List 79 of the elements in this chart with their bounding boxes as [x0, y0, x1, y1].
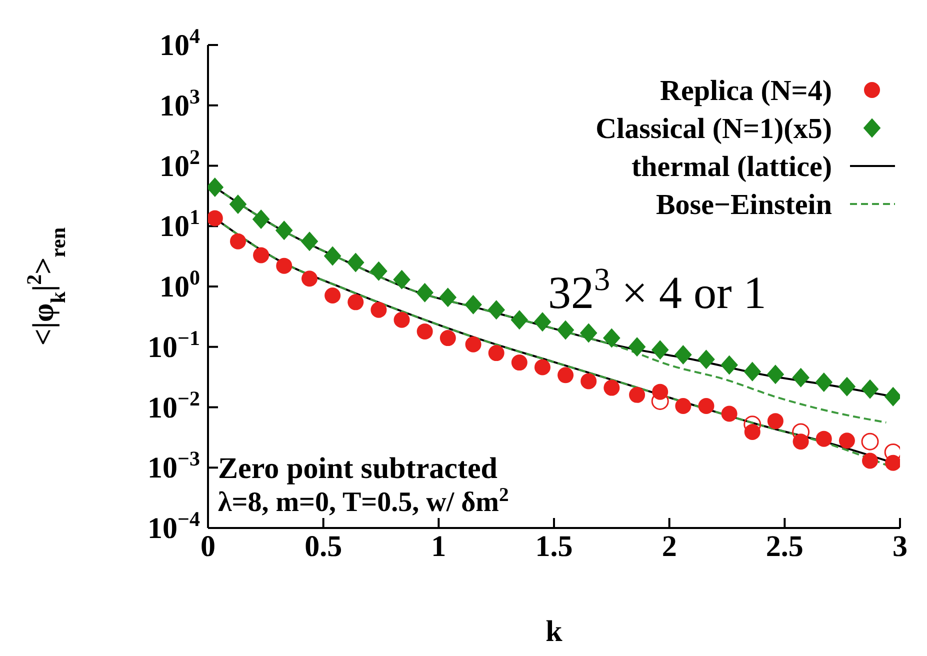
point: [276, 220, 293, 240]
y-tick-label: 10$^{4}$: [160, 24, 200, 62]
point: [465, 336, 482, 352]
y-tick-label: 10$^{−3}$: [148, 446, 200, 485]
point: [862, 452, 878, 469]
point: [416, 323, 433, 340]
point: [792, 368, 810, 388]
y-tick-label: 10$^{3}$: [160, 84, 200, 122]
point: [488, 300, 505, 320]
point: [301, 270, 318, 287]
x-tick-label: 2: [662, 530, 677, 563]
point: [603, 328, 620, 348]
point: [300, 232, 318, 251]
x-tick-label: 1.5: [535, 530, 573, 563]
point: [230, 233, 246, 250]
point: [675, 398, 692, 414]
x-tick-label: 0: [200, 530, 216, 563]
x-axis-title: k: [546, 615, 563, 648]
y-tick-label: 10$^{−1}$: [148, 326, 200, 364]
legend-label: Bose−Einstein: [656, 189, 832, 221]
y-tick-label: 10$^{1}$: [160, 205, 200, 244]
point: [838, 432, 855, 449]
point: [698, 350, 715, 369]
point: [370, 302, 387, 318]
point: [629, 386, 646, 403]
legend-label: Replica (N=4): [660, 75, 832, 107]
point: [324, 246, 342, 266]
point: [534, 312, 551, 332]
point: [488, 345, 504, 362]
point: [558, 367, 574, 384]
annotation: 32$^{3}$ × 4 or 1: [548, 261, 766, 318]
point: [208, 210, 223, 226]
point: [393, 270, 410, 290]
point: [510, 310, 528, 330]
point: [744, 362, 761, 382]
point: [394, 312, 410, 328]
point: [652, 340, 669, 360]
point: [324, 287, 341, 304]
point: [604, 380, 620, 396]
point: [698, 398, 714, 414]
point: [815, 372, 832, 392]
point: [511, 354, 528, 371]
point: [861, 432, 879, 450]
point: [439, 288, 456, 307]
point: [816, 430, 832, 447]
point: [580, 323, 598, 342]
x-tick-label: 0.5: [304, 530, 342, 563]
point: [534, 359, 550, 376]
point: [347, 252, 364, 272]
y-tick-label: 10$^{0}$: [160, 266, 200, 304]
point: [416, 283, 434, 302]
point: [580, 373, 597, 390]
point: [721, 406, 738, 422]
point: [253, 247, 270, 264]
point: [766, 364, 784, 384]
point: [440, 330, 456, 346]
y-tick-label: 10$^{2}$: [160, 144, 200, 183]
point: [628, 337, 646, 356]
point: [276, 258, 292, 274]
point: [252, 210, 270, 229]
point: [674, 345, 692, 364]
point: [370, 262, 388, 281]
x-tick-label: 3: [892, 530, 908, 563]
legend-label: Classical (N=1)(x5): [596, 113, 832, 145]
point: [862, 380, 879, 399]
point: [838, 377, 856, 396]
point: [720, 356, 738, 375]
y-tick-label: 10$^{−4}$: [148, 507, 200, 545]
point: [767, 413, 784, 430]
point: [557, 320, 574, 340]
annotation: λ=8, m=0, T=0.5, w/ δm$^{2}$: [218, 484, 509, 518]
point: [464, 295, 482, 314]
point: [229, 194, 246, 214]
x-tick-label: 1: [431, 530, 446, 563]
annotation: Zero point subtracted: [218, 452, 498, 485]
point: [348, 294, 364, 310]
legend-label: thermal (lattice): [632, 151, 832, 183]
y-tick-label: 10$^{−2}$: [148, 386, 200, 424]
x-tick-label: 2.5: [766, 530, 804, 563]
